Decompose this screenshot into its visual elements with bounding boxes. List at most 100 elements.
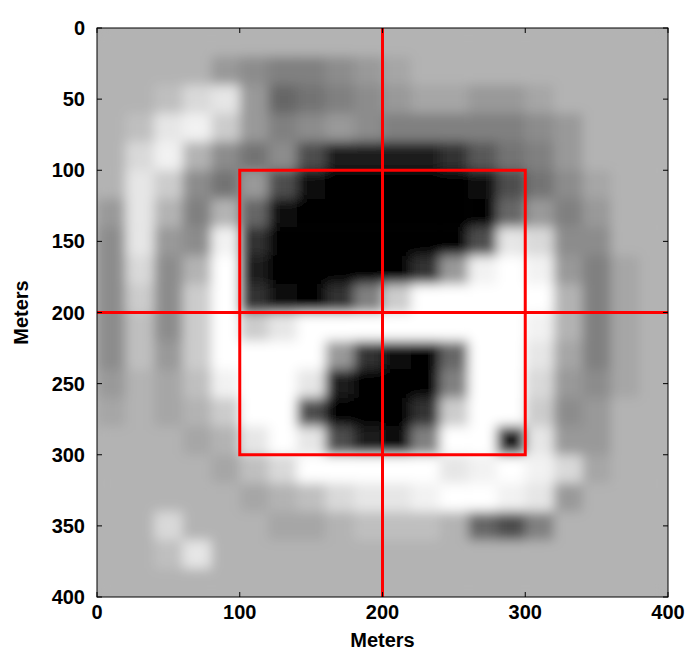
heatmap-cell [354,512,383,541]
heatmap-cell [497,426,526,455]
heatmap-cell [554,227,583,256]
heatmap-cell [97,398,126,427]
heatmap-cell [525,369,554,398]
heatmap-cell [97,369,126,398]
heatmap-cell [354,313,383,342]
plot-area [97,28,668,597]
heatmap-cell [325,199,354,228]
heatmap-cell [126,284,155,313]
heatmap-cell [154,85,183,114]
heatmap-cell [268,369,297,398]
heatmap-cell [383,284,412,313]
heatmap-cell [611,28,640,57]
x-tick-label: 300 [509,601,542,623]
y-tick-label: 150 [52,230,85,252]
heatmap-cell [411,142,440,171]
heatmap-cell [497,170,526,199]
heatmap-cell [582,512,611,541]
heatmap-cell [354,483,383,512]
heatmap-cell [126,483,155,512]
heatmap-cell [297,512,326,541]
heatmap-cell [639,227,668,256]
heatmap-cell [411,483,440,512]
heatmap-cell [354,540,383,569]
heatmap-cell [126,199,155,228]
heatmap-cell [240,341,269,370]
y-tick-label: 0 [74,17,85,39]
heatmap-cell [97,512,126,541]
heatmap-cell [211,142,240,171]
heatmap-cell [497,569,526,597]
heatmap-cell [639,113,668,142]
heatmap-cell [611,142,640,171]
heatmap-cell [268,113,297,142]
heatmap-cell [468,227,497,256]
heatmap-cell [383,569,412,597]
y-tick [663,454,668,455]
heatmap-cell [440,341,469,370]
heatmap-cell [240,313,269,342]
heatmap-cell [97,540,126,569]
heatmap-cell [639,512,668,541]
heatmap-cell [554,398,583,427]
heatmap-cell [183,284,212,313]
heatmap-cell [611,85,640,114]
heatmap-cell [97,227,126,256]
heatmap-cell [154,540,183,569]
heatmap-cell [411,540,440,569]
heatmap-cell [639,540,668,569]
heatmap-cell [97,569,126,597]
heatmap-cell [582,284,611,313]
axes: 0100200300400050100150200250300350400 [52,17,685,623]
heatmap-cell [183,56,212,85]
heatmap-cell [639,142,668,171]
plot-frame [97,28,668,597]
heatmap-cell [97,284,126,313]
heatmap-cells [97,28,668,597]
heatmap-cell [154,284,183,313]
heatmap-cell [211,426,240,455]
heatmap-cell [383,28,412,57]
heatmap-cell [183,256,212,285]
heatmap-cell [154,56,183,85]
heatmap-cell [411,113,440,142]
y-tick [97,99,102,100]
heatmap-cell [468,369,497,398]
heatmap-cell [268,540,297,569]
heatmap-cell [183,369,212,398]
y-tick [97,454,102,455]
heatmap-cell [183,113,212,142]
heatmap-cell [325,483,354,512]
x-tick [97,28,98,33]
heatmap-cell [297,256,326,285]
heatmap-cell [354,341,383,370]
heatmap-cell [183,426,212,455]
heatmap-cell [325,369,354,398]
heatmap-cell [268,483,297,512]
heatmap-cell [497,483,526,512]
heatmap-cell [582,170,611,199]
x-tick [382,28,383,33]
heatmap-cell [240,483,269,512]
heatmap-cell [211,313,240,342]
heatmap-cell [126,569,155,597]
heatmap-cell [554,341,583,370]
heatmap-cell [582,313,611,342]
heatmap-cell [440,398,469,427]
heatmap-cell [554,455,583,484]
heatmap-cell [97,142,126,171]
heatmap-cell [411,455,440,484]
heatmap-cell [211,170,240,199]
heatmap-cell [154,142,183,171]
heatmap-cell [468,426,497,455]
heatmap-cell [354,426,383,455]
heatmap-cell [611,483,640,512]
heatmap-cell [440,113,469,142]
heatmap-cell [611,284,640,313]
heatmap-cell [268,426,297,455]
heatmap-cell [554,113,583,142]
heatmap-cell [525,512,554,541]
heatmap-cell [440,256,469,285]
heatmap-cell [383,398,412,427]
heatmap-cell [440,284,469,313]
